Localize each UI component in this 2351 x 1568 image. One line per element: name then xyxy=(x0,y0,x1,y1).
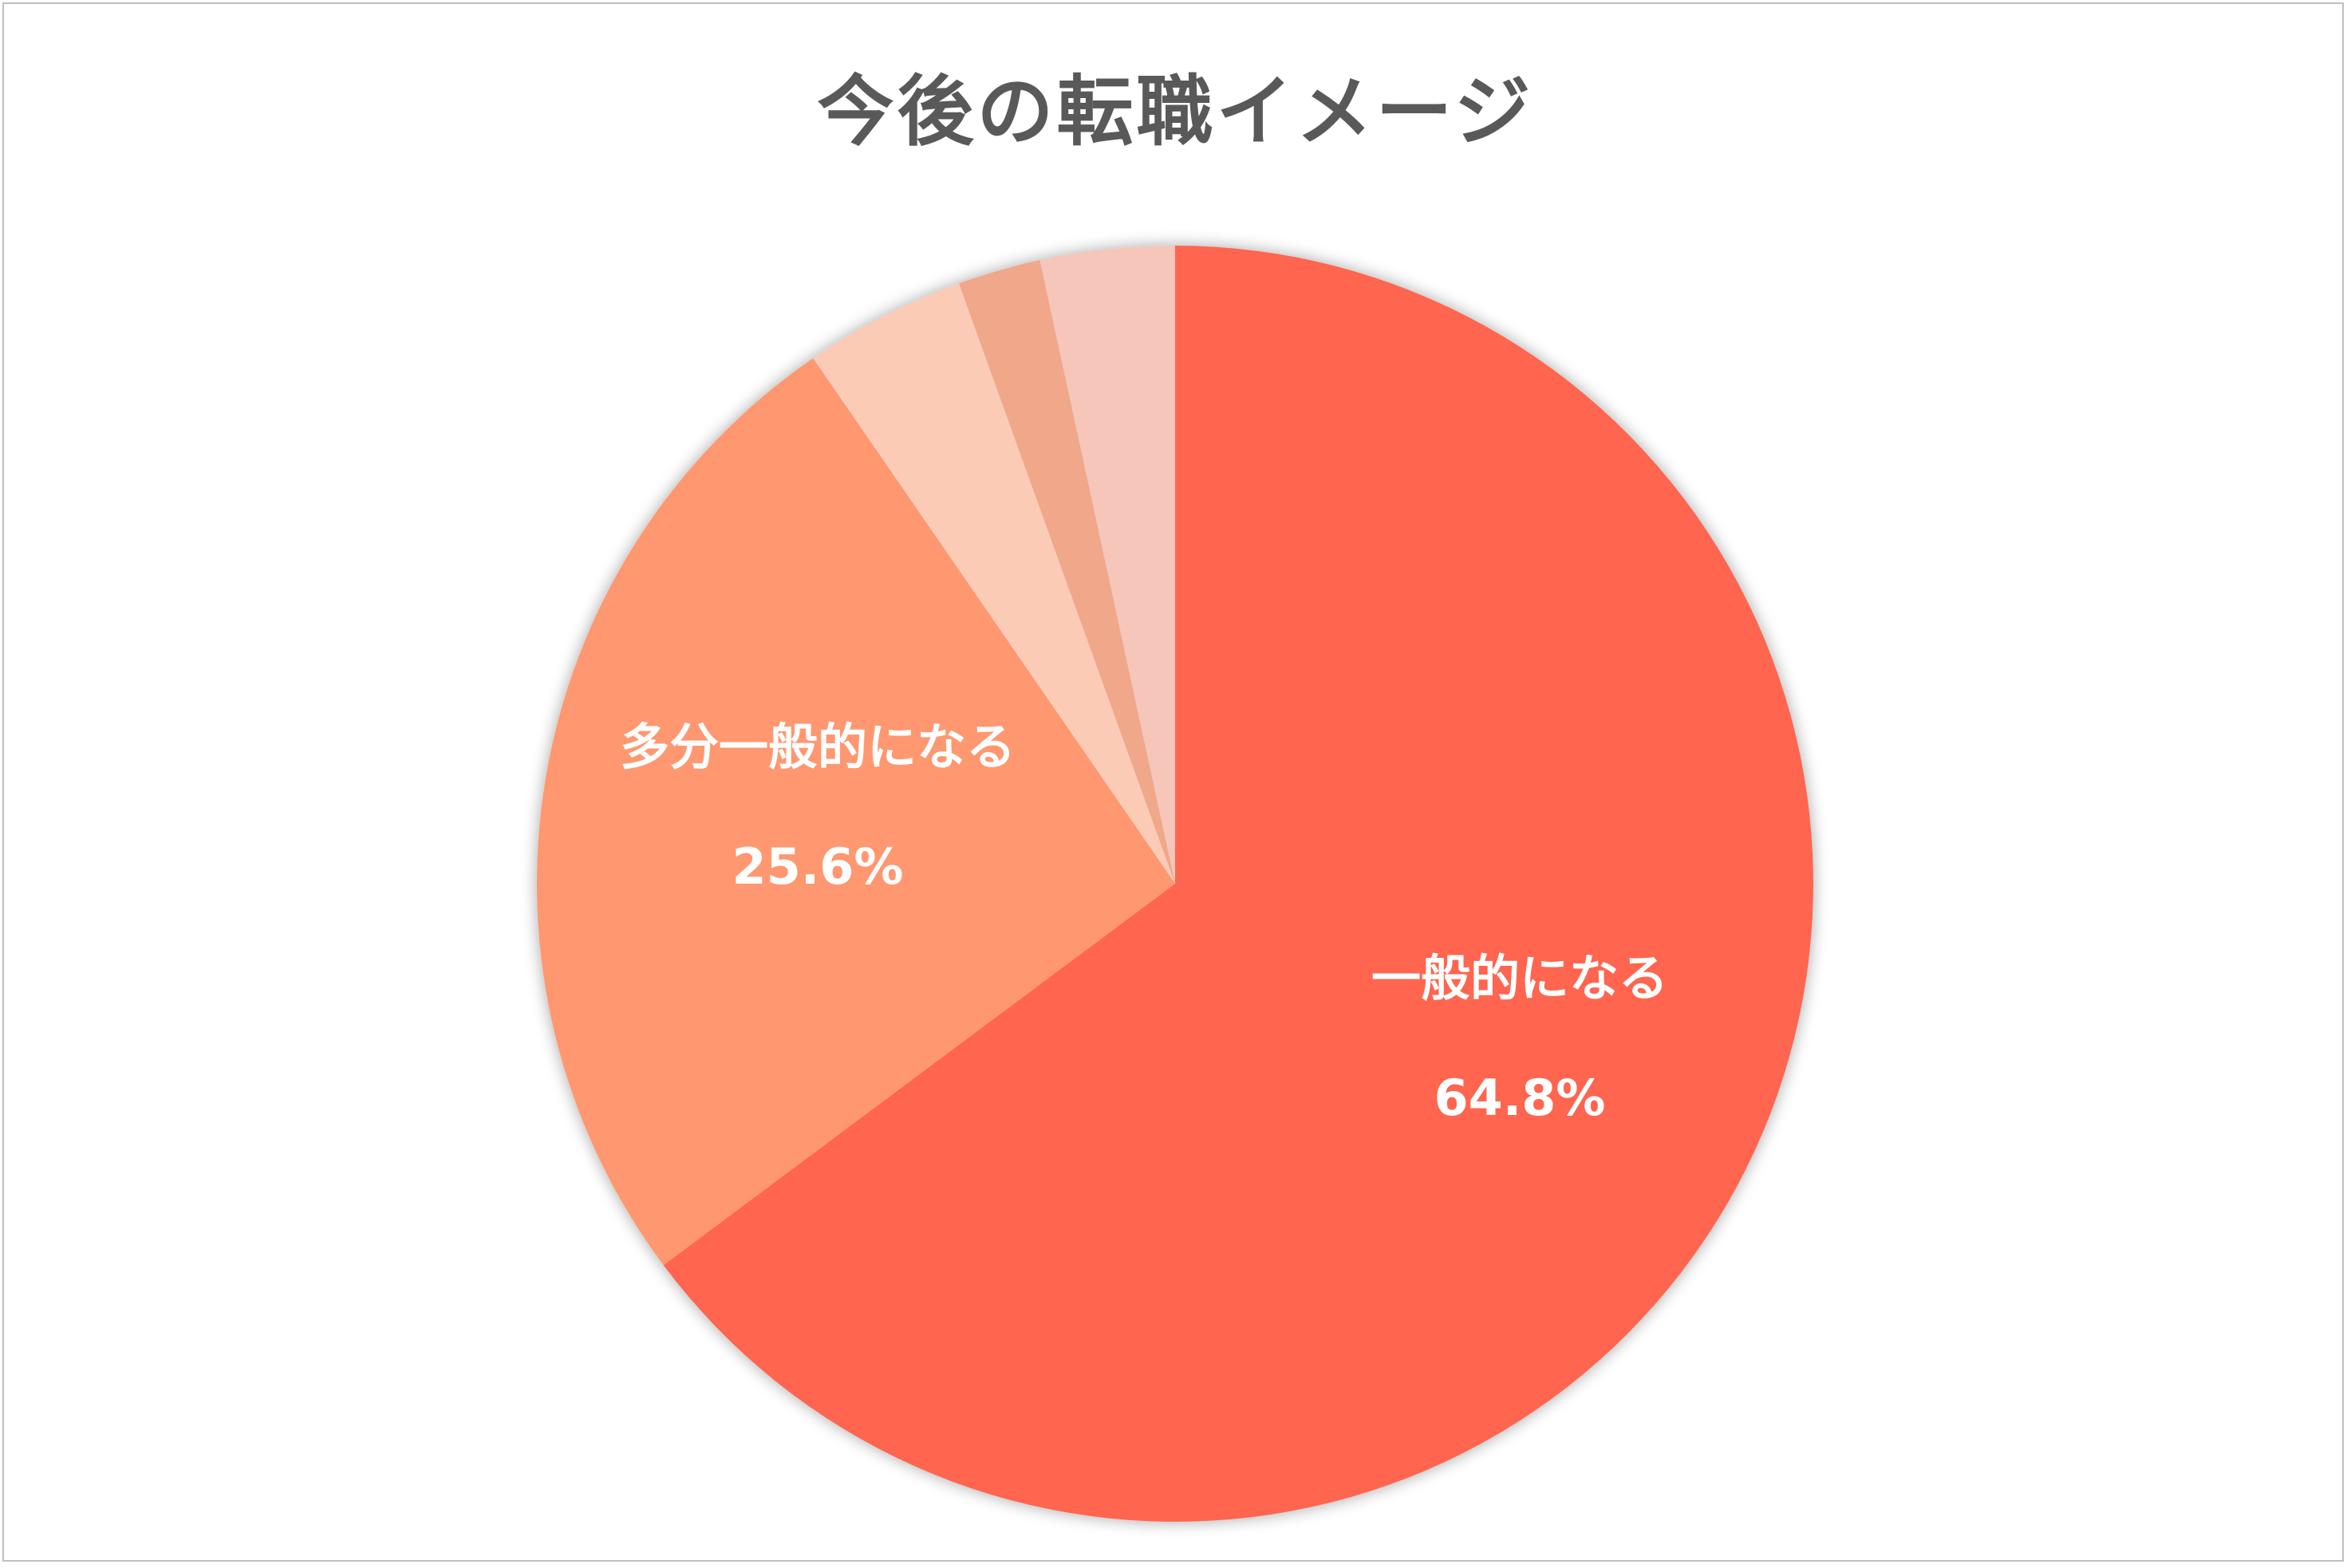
slice-label-1: 多分一般的になる xyxy=(620,718,1016,776)
slice-label-0: 一般的になる xyxy=(1371,949,1668,1007)
pie-slice-4 xyxy=(1039,246,1175,884)
slice-value-label-0: 64.8% xyxy=(1434,1069,1605,1127)
pie-slice-1 xyxy=(537,358,1175,1266)
pie-labels: 一般的になる 64.8% 多分一般的になる 25.6% xyxy=(620,718,1668,1127)
pie-slice-0 xyxy=(663,246,1814,1522)
slice-value-label-1: 25.6% xyxy=(732,837,903,896)
pie-slices xyxy=(537,246,1814,1522)
chart-title: 今後の転職イメージ xyxy=(817,67,1534,156)
pie-slice-3 xyxy=(959,260,1175,884)
pie-slice-2 xyxy=(813,283,1175,884)
